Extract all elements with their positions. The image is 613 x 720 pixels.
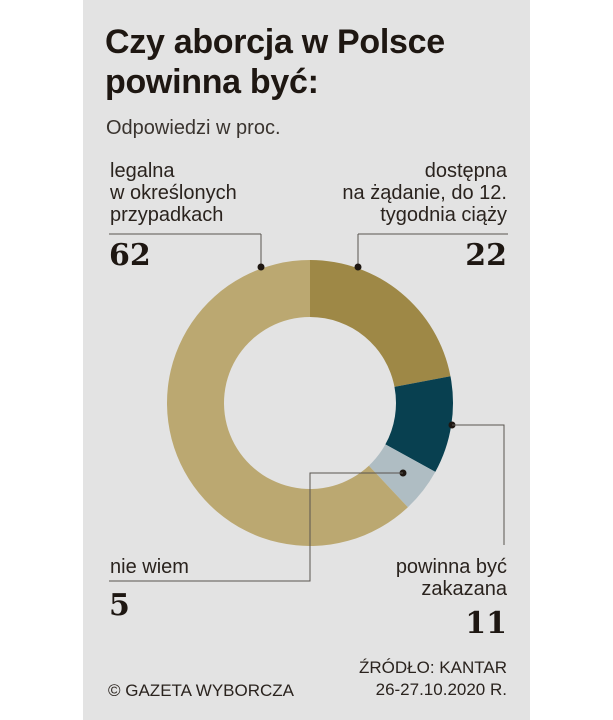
infographic-panel	[83, 0, 530, 720]
source-name: ŹRÓDŁO: KANTAR	[359, 658, 507, 677]
leader-dont-know	[109, 472, 403, 582]
marker-legal-cases	[257, 263, 265, 271]
label-line: w określonych	[110, 182, 237, 204]
label-line: legalna	[110, 160, 175, 182]
value-banned: 11	[465, 606, 507, 641]
label-line: powinna być	[395, 556, 507, 578]
slice-banned	[385, 376, 453, 472]
label-banned: powinna być zakazana	[396, 556, 507, 600]
label-legal-cases: legalna w określonych przypadkach	[110, 160, 237, 226]
label-on-demand: dostępna na żądanie, do 12. tygodnia cią…	[342, 160, 507, 226]
label-line: nie wiem	[110, 556, 189, 578]
source: ŹRÓDŁO: KANTAR 26-27.10.2020 R.	[359, 657, 507, 701]
label-line: dostępna	[424, 160, 507, 182]
label-line: przypadkach	[110, 204, 224, 226]
value-legal-cases: 62	[109, 238, 151, 273]
marker-on-demand	[354, 263, 362, 271]
label-line: zakazana	[421, 578, 507, 600]
chart-title: Czy aborcja w Polsce powinna być:	[105, 23, 445, 101]
donut-slices	[166, 260, 453, 546]
slice-legal-cases	[166, 260, 408, 546]
value-dont-know: 5	[109, 588, 130, 623]
leader-banned	[452, 424, 505, 545]
copyright: © GAZETA WYBORCZA	[108, 681, 295, 700]
slice-on-demand	[310, 260, 451, 387]
label-dont-know: nie wiem	[110, 556, 189, 578]
chart-subtitle: Odpowiedzi w proc.	[106, 117, 281, 139]
source-date: 26-27.10.2020 R.	[375, 680, 507, 699]
label-line: tygodnia ciąży	[380, 204, 507, 226]
value-on-demand: 22	[465, 238, 507, 273]
label-line: na żądanie, do 12.	[342, 182, 507, 204]
